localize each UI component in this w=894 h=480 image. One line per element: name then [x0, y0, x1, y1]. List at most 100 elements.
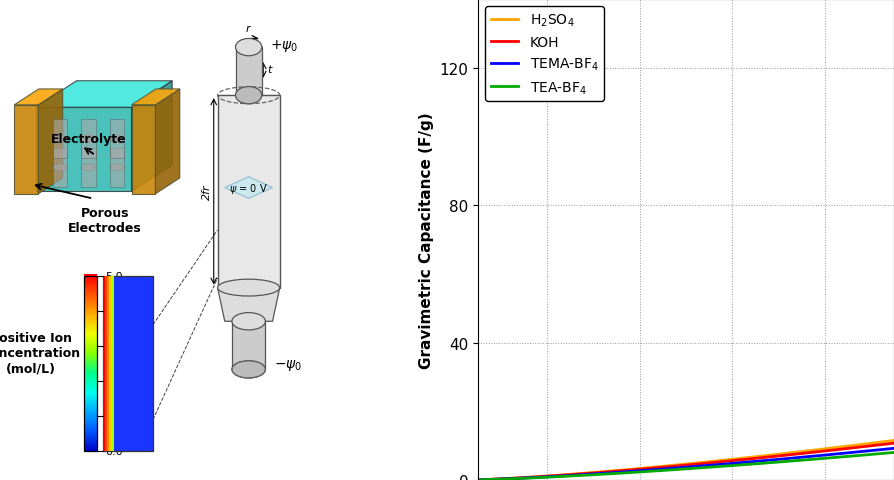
Polygon shape — [84, 292, 97, 294]
Polygon shape — [84, 387, 97, 389]
Polygon shape — [84, 281, 97, 282]
Polygon shape — [38, 90, 63, 194]
Polygon shape — [84, 296, 97, 297]
Polygon shape — [84, 287, 97, 288]
Polygon shape — [84, 410, 97, 411]
Polygon shape — [84, 436, 97, 437]
Text: 4.0: 4.0 — [105, 306, 123, 316]
Text: 2.0: 2.0 — [105, 376, 123, 386]
Polygon shape — [84, 279, 97, 280]
Polygon shape — [84, 432, 97, 433]
Polygon shape — [84, 313, 97, 315]
Polygon shape — [84, 388, 97, 390]
Polygon shape — [110, 149, 124, 187]
Polygon shape — [84, 447, 97, 448]
Polygon shape — [84, 295, 97, 296]
Polygon shape — [84, 404, 97, 406]
Polygon shape — [84, 390, 97, 391]
Polygon shape — [84, 363, 97, 365]
Polygon shape — [84, 282, 97, 283]
Polygon shape — [84, 321, 97, 323]
Polygon shape — [84, 275, 97, 276]
Polygon shape — [84, 276, 97, 278]
Polygon shape — [84, 355, 97, 356]
Polygon shape — [84, 304, 97, 305]
Polygon shape — [84, 448, 97, 449]
Ellipse shape — [235, 87, 262, 105]
Polygon shape — [232, 322, 266, 370]
Ellipse shape — [235, 39, 262, 57]
Polygon shape — [84, 350, 97, 352]
Legend: H$_2$SO$_4$, KOH, TEMA-BF$_4$, TEA-BF$_4$: H$_2$SO$_4$, KOH, TEMA-BF$_4$, TEA-BF$_4… — [485, 7, 604, 102]
Polygon shape — [84, 413, 97, 414]
Text: Porous
Electrodes: Porous Electrodes — [68, 206, 142, 234]
Polygon shape — [84, 402, 97, 404]
Polygon shape — [84, 323, 97, 324]
Polygon shape — [84, 276, 97, 277]
Polygon shape — [106, 276, 109, 451]
Polygon shape — [84, 364, 97, 366]
Polygon shape — [84, 310, 97, 311]
Polygon shape — [84, 320, 97, 321]
Polygon shape — [84, 322, 97, 324]
Polygon shape — [84, 408, 97, 409]
Polygon shape — [84, 409, 97, 411]
Polygon shape — [84, 372, 97, 373]
Polygon shape — [84, 305, 97, 306]
Polygon shape — [81, 149, 96, 187]
Polygon shape — [217, 288, 280, 322]
Polygon shape — [84, 289, 97, 291]
Text: 3.0: 3.0 — [105, 341, 122, 351]
Polygon shape — [84, 309, 97, 311]
Polygon shape — [112, 276, 114, 451]
Polygon shape — [84, 298, 97, 299]
Polygon shape — [84, 312, 97, 314]
Polygon shape — [84, 431, 97, 432]
Polygon shape — [84, 335, 97, 336]
Polygon shape — [84, 370, 97, 371]
Polygon shape — [84, 286, 97, 288]
Text: $-\psi_0$: $-\psi_0$ — [274, 357, 302, 372]
Polygon shape — [84, 343, 97, 345]
Polygon shape — [84, 400, 97, 402]
Text: 2fr: 2fr — [202, 184, 212, 200]
Polygon shape — [84, 306, 97, 308]
Y-axis label: Gravimetric Capacitance (F/g): Gravimetric Capacitance (F/g) — [419, 112, 434, 368]
Polygon shape — [84, 330, 97, 332]
Polygon shape — [84, 321, 97, 322]
Polygon shape — [84, 372, 97, 374]
Ellipse shape — [232, 361, 266, 378]
Polygon shape — [84, 398, 97, 399]
Polygon shape — [84, 291, 97, 293]
Polygon shape — [110, 120, 124, 158]
Polygon shape — [84, 428, 97, 429]
Polygon shape — [84, 360, 97, 361]
Polygon shape — [224, 178, 273, 199]
Polygon shape — [84, 342, 97, 343]
Polygon shape — [84, 324, 97, 325]
Polygon shape — [84, 358, 97, 359]
Polygon shape — [84, 382, 97, 384]
Polygon shape — [84, 338, 97, 339]
Polygon shape — [84, 422, 97, 424]
Polygon shape — [84, 327, 97, 329]
Polygon shape — [84, 341, 97, 342]
Polygon shape — [84, 288, 97, 289]
Polygon shape — [84, 384, 97, 385]
Polygon shape — [84, 441, 97, 443]
Polygon shape — [103, 276, 105, 451]
Polygon shape — [84, 351, 97, 353]
Polygon shape — [84, 385, 97, 387]
Polygon shape — [14, 106, 38, 194]
Polygon shape — [84, 391, 97, 392]
Polygon shape — [84, 405, 97, 406]
Polygon shape — [84, 299, 97, 300]
Polygon shape — [84, 307, 97, 309]
Polygon shape — [84, 308, 97, 310]
Polygon shape — [84, 301, 97, 302]
Polygon shape — [84, 395, 97, 396]
Polygon shape — [84, 414, 97, 415]
Polygon shape — [84, 339, 97, 340]
Polygon shape — [84, 303, 97, 304]
Polygon shape — [84, 371, 97, 372]
